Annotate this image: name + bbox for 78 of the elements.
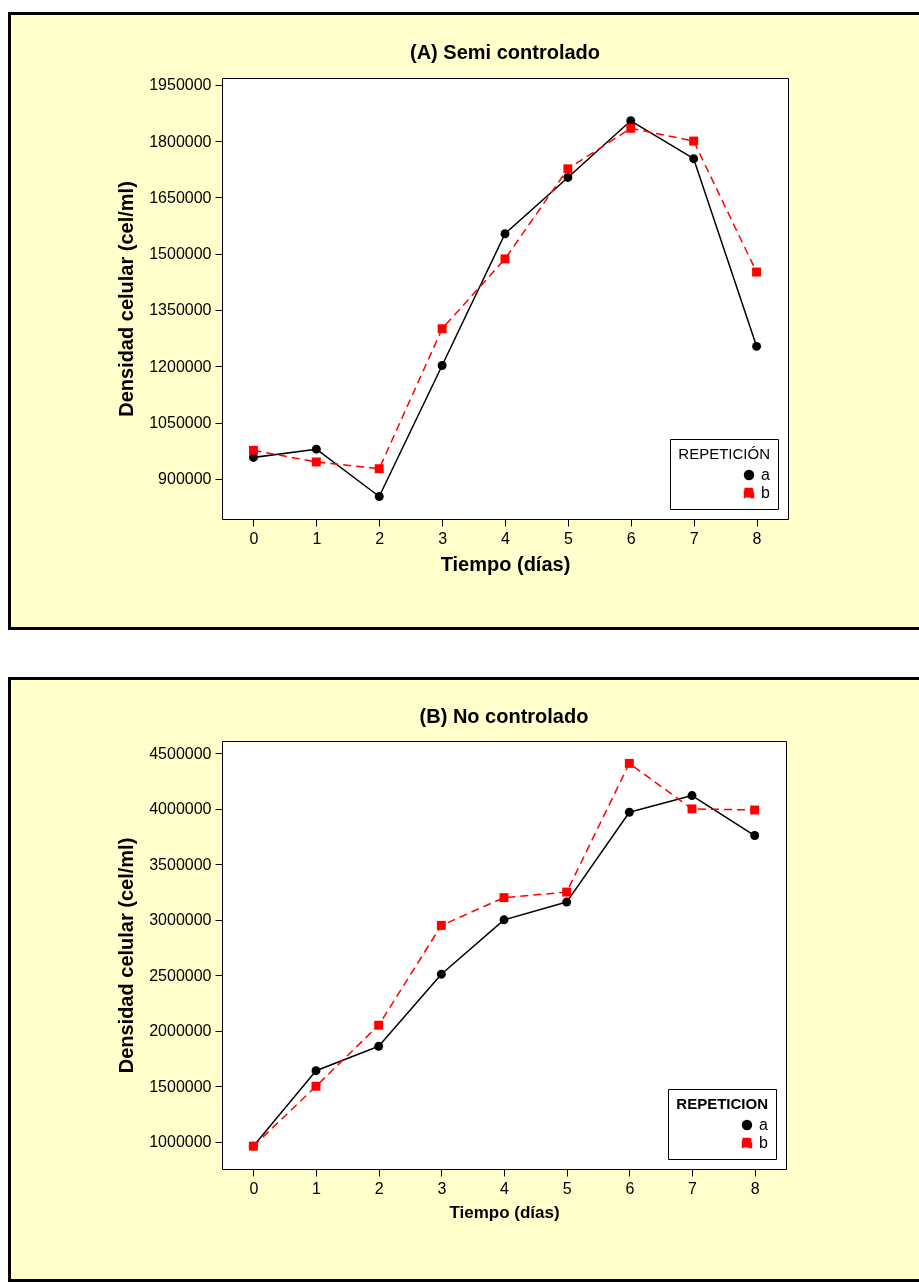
point <box>624 807 634 817</box>
chart-title: (A) Semi controlado <box>409 40 601 63</box>
x-tick-label: 5 <box>562 1179 572 1197</box>
point <box>437 361 447 370</box>
point <box>689 154 699 164</box>
x-tick-label: 2 <box>374 1179 384 1197</box>
x-tick-label: 0 <box>249 1179 259 1197</box>
point <box>499 915 509 925</box>
point <box>436 920 446 930</box>
y-tick-label: 4000000 <box>149 800 212 818</box>
x-tick-label: 3 <box>438 529 448 547</box>
point <box>374 1041 384 1051</box>
y-tick-label: 1000000 <box>149 1133 212 1151</box>
point <box>374 492 384 501</box>
point <box>687 791 697 801</box>
x-tick-label: 7 <box>689 529 699 547</box>
x-tick-label: 8 <box>752 529 762 547</box>
y-tick-label: 2000000 <box>149 1022 212 1040</box>
x-tick-label: 2 <box>375 529 385 547</box>
point <box>624 758 634 768</box>
point <box>750 831 760 840</box>
point <box>563 173 573 182</box>
point <box>689 136 699 146</box>
point <box>687 804 697 814</box>
point <box>311 1066 321 1076</box>
y-tick-label: 3000000 <box>149 911 212 929</box>
point <box>752 341 762 351</box>
point <box>626 123 636 133</box>
y-tick-label: 1950000 <box>149 76 212 94</box>
x-axis-title: Tiempo (días) <box>449 1202 560 1222</box>
y-tick-label: 900000 <box>158 470 212 488</box>
point <box>500 254 510 264</box>
chart-title: (B) No controlado <box>419 705 589 727</box>
x-tick-label: 6 <box>626 529 636 547</box>
legend-label: a <box>759 1116 768 1133</box>
legend-label: b <box>759 1134 768 1151</box>
x-tick-label: 1 <box>312 529 322 547</box>
legend-label: b <box>761 484 770 501</box>
point <box>436 969 446 979</box>
legend-label: a <box>761 466 770 483</box>
x-tick-label: 1 <box>312 1179 322 1197</box>
legend-title: REPETICIÓN <box>678 445 770 462</box>
point <box>248 445 258 455</box>
point <box>311 457 321 467</box>
y-tick-label: 1350000 <box>149 301 212 319</box>
y-axis-title: Densidad celular (cel/ml) <box>115 181 138 417</box>
y-tick-label: 1500000 <box>149 1077 212 1095</box>
point <box>562 887 572 897</box>
point <box>563 164 573 174</box>
y-tick-label: 2500000 <box>149 966 212 984</box>
y-tick-label: 3500000 <box>149 855 212 873</box>
y-tick-label: 1050000 <box>149 414 212 432</box>
point <box>374 464 384 474</box>
point <box>311 1081 321 1091</box>
y-axis-title: Densidad celular (cel/ml) <box>115 837 138 1074</box>
point <box>437 324 447 334</box>
point <box>311 444 321 454</box>
x-tick-label: 3 <box>437 1179 447 1197</box>
point <box>752 267 762 277</box>
x-tick-label: 8 <box>750 1179 760 1197</box>
legend-title: REPETICION <box>676 1095 768 1112</box>
point <box>499 893 509 903</box>
y-tick-label: 1200000 <box>149 357 212 375</box>
y-tick-label: 1650000 <box>149 188 212 206</box>
point <box>562 897 572 907</box>
x-axis-title: Tiempo (días) <box>440 552 571 575</box>
x-tick-label: 5 <box>563 529 573 547</box>
y-tick-label: 4500000 <box>149 744 212 762</box>
point <box>500 229 510 239</box>
point <box>750 805 760 815</box>
x-tick-label: 7 <box>688 1179 698 1197</box>
y-tick-label: 1800000 <box>149 132 212 150</box>
x-tick-label: 6 <box>625 1179 635 1197</box>
y-tick-label: 1500000 <box>149 245 212 263</box>
point <box>374 1020 384 1030</box>
x-tick-label: 0 <box>249 529 259 547</box>
x-tick-label: 4 <box>500 1179 510 1197</box>
x-tick-label: 4 <box>501 529 511 547</box>
